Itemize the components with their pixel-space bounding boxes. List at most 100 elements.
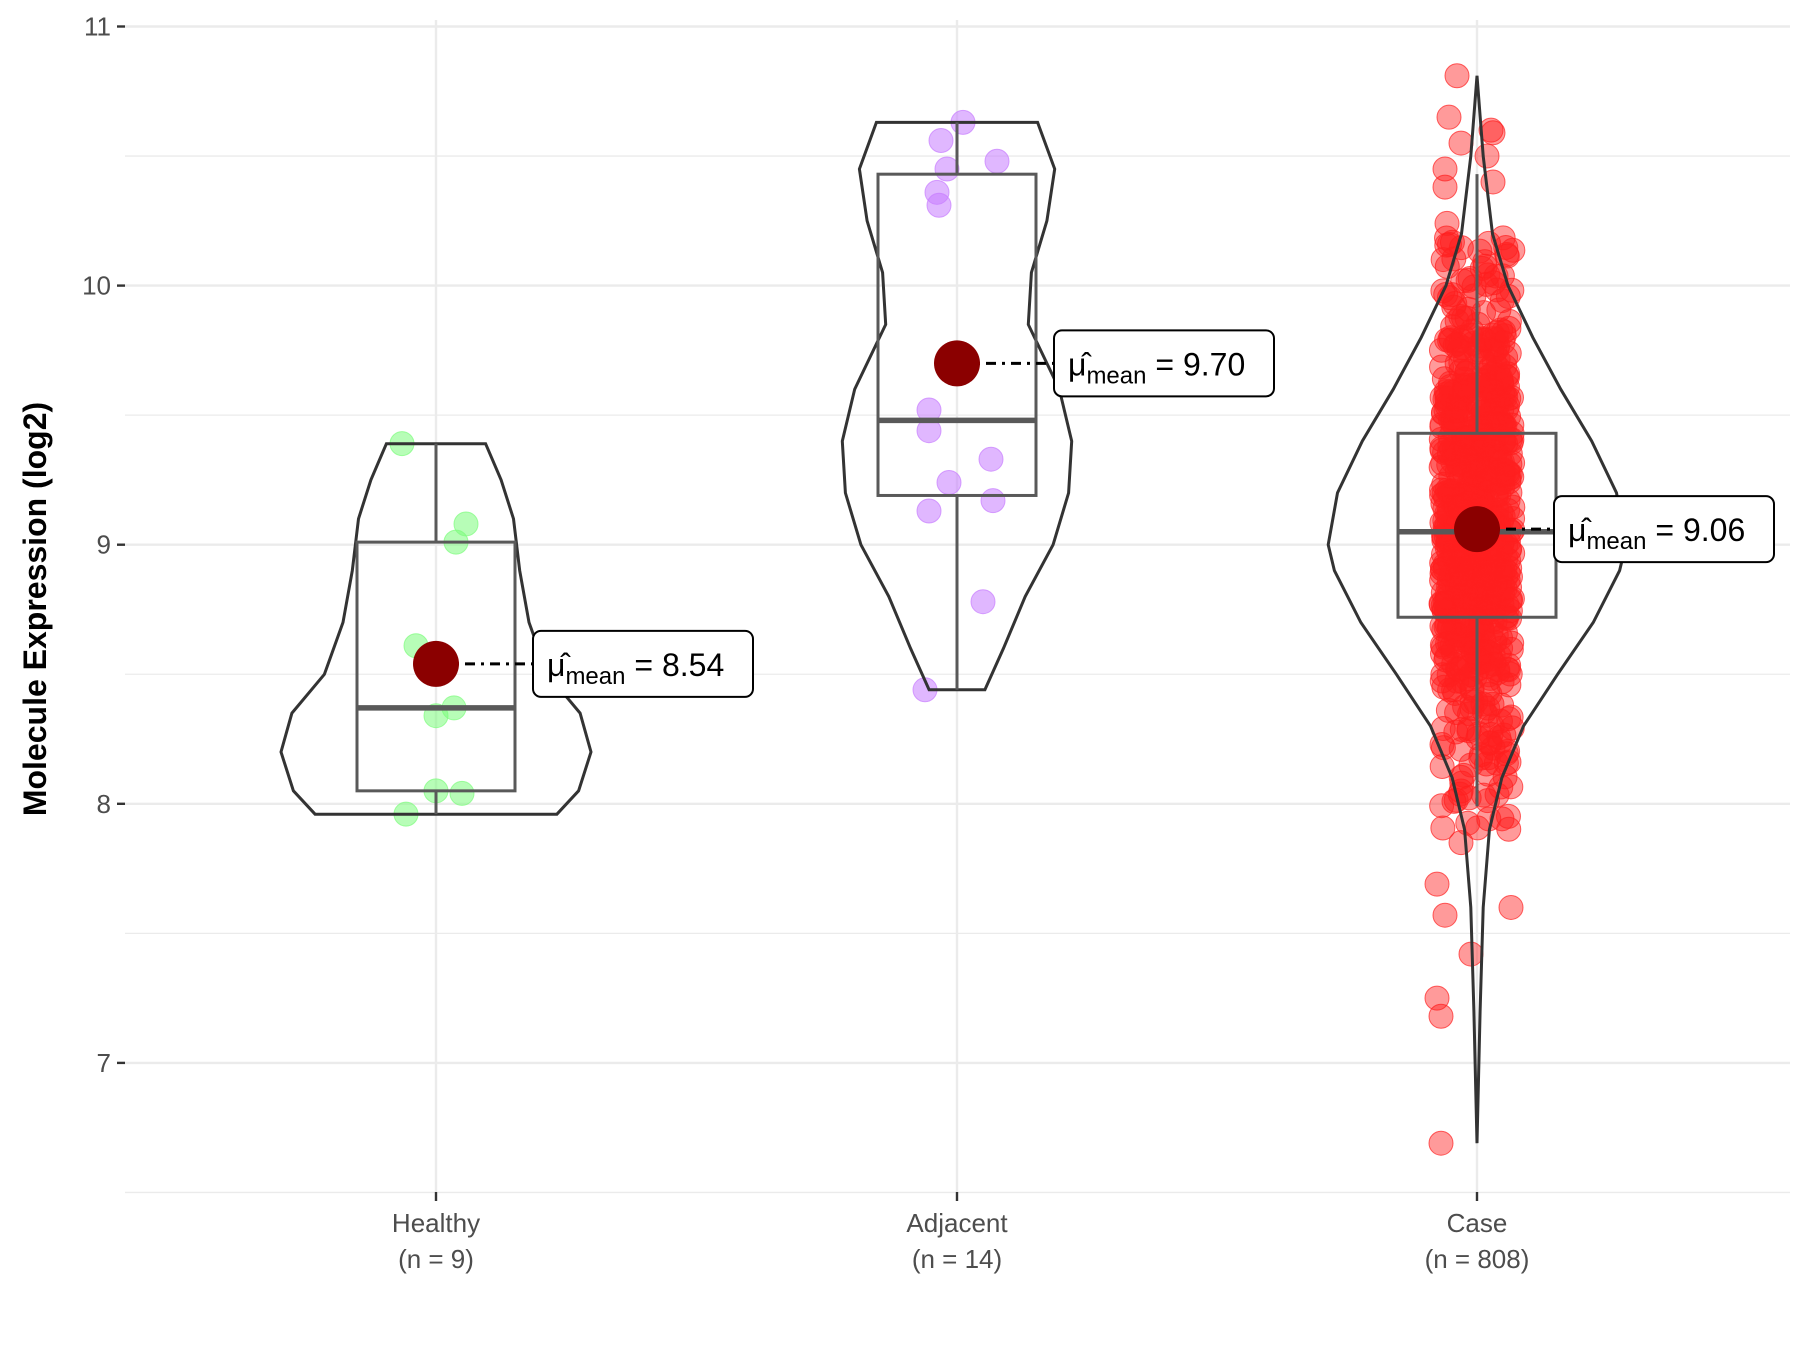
data-points (1424, 63, 1526, 1156)
data-point (1428, 426, 1454, 452)
data-point (1448, 764, 1474, 790)
mean-label-box (1553, 495, 1775, 564)
mean-dot (934, 340, 980, 387)
data-point (1472, 253, 1498, 279)
data-point (1459, 318, 1485, 344)
mean-value: 9.70 (1183, 346, 1245, 382)
data-point (1449, 717, 1475, 743)
data-points (389, 431, 479, 827)
data-point (1498, 587, 1524, 613)
data-point (1490, 462, 1516, 488)
data-point (1497, 661, 1523, 687)
data-point (1476, 572, 1502, 598)
data-point (1461, 274, 1487, 300)
data-point (1448, 736, 1474, 762)
mean-label: μ̂mean = 8.54 (532, 629, 754, 698)
data-point (1434, 210, 1460, 236)
data-point (1478, 374, 1504, 400)
data-point (1480, 120, 1506, 146)
data-point (1465, 453, 1491, 479)
data-point (1466, 650, 1492, 676)
data-point (1483, 622, 1509, 648)
data-point (978, 446, 1004, 472)
data-point (1444, 668, 1470, 694)
data-point (1432, 156, 1458, 182)
x-tick-sublabel: (n = 808) (1425, 1244, 1530, 1274)
y-axis: 7 8 9 10 11 (82, 12, 125, 1078)
data-point (1475, 677, 1501, 703)
mean-label-box (1053, 329, 1275, 398)
data-point (1496, 706, 1522, 732)
violin-groups: μ̂mean = 8.54 μ̂mean = 9.70 μ̂mean = 9.06 (279, 63, 1775, 1156)
data-point (1445, 450, 1471, 476)
data-point (1459, 429, 1485, 455)
mean-label: μ̂mean = 9.06 (1553, 495, 1775, 564)
mean-label-text: μ̂mean = 8.54 (547, 647, 724, 690)
data-point (1439, 405, 1465, 431)
data-point (449, 780, 475, 806)
data-point (1485, 546, 1511, 572)
mean-dot (413, 640, 459, 687)
data-point (1432, 555, 1458, 581)
box (355, 540, 517, 793)
data-point (1436, 104, 1462, 130)
data-point (1432, 174, 1458, 200)
data-point (1434, 385, 1460, 411)
mean-dot (1454, 506, 1500, 553)
data-point (1444, 63, 1470, 89)
data-point (1429, 482, 1455, 508)
data-point (1428, 1130, 1454, 1156)
data-point (1466, 641, 1492, 667)
data-point (1499, 412, 1525, 438)
data-point (1467, 238, 1493, 264)
data-point (1493, 363, 1519, 389)
x-tick-sublabel: (n = 14) (912, 1244, 1002, 1274)
data-point (1435, 584, 1461, 610)
data-point (1487, 412, 1513, 438)
data-point (1438, 378, 1464, 404)
y-tick-label: 8 (97, 789, 111, 819)
data-point (1497, 598, 1523, 624)
data-point (1496, 672, 1522, 698)
y-axis-title: Molecule Expression (log2) (17, 402, 53, 816)
y-tick-label: 7 (97, 1048, 111, 1078)
y-tick-label: 10 (82, 271, 111, 301)
mean-label: μ̂mean = 9.70 (1053, 329, 1275, 398)
data-point (1430, 815, 1456, 841)
data-point (1486, 443, 1512, 469)
data-points (912, 109, 1010, 703)
data-point (1430, 592, 1456, 618)
data-point (928, 128, 954, 154)
data-point (1496, 315, 1522, 341)
data-point (1429, 435, 1455, 461)
data-point (1496, 816, 1522, 842)
data-point (1444, 700, 1470, 726)
data-point (1495, 393, 1521, 419)
group-case: μ̂mean = 9.06 (1326, 63, 1775, 1156)
data-point (980, 488, 1006, 514)
data-point (1441, 788, 1467, 814)
data-point (1453, 374, 1479, 400)
data-point (1493, 344, 1519, 370)
box (876, 172, 1038, 497)
data-point (1498, 894, 1524, 920)
data-point (1474, 143, 1500, 169)
data-point (1448, 130, 1474, 156)
data-point (1455, 425, 1481, 451)
mean-label-text: μ̂mean = 9.06 (1568, 512, 1745, 555)
data-point (916, 498, 942, 524)
data-point (1483, 483, 1509, 509)
data-point (970, 589, 996, 615)
data-point (1487, 708, 1513, 734)
data-point (1428, 1003, 1454, 1029)
x-tick-label: Healthy (392, 1208, 480, 1238)
data-point (1444, 308, 1470, 334)
data-point (1432, 902, 1458, 928)
data-point (1490, 225, 1516, 251)
data-point (926, 192, 952, 218)
data-point (1444, 398, 1470, 424)
data-point (936, 470, 962, 496)
data-point (1468, 742, 1494, 768)
violin-outline (1326, 75, 1628, 1144)
data-point (1440, 638, 1466, 664)
